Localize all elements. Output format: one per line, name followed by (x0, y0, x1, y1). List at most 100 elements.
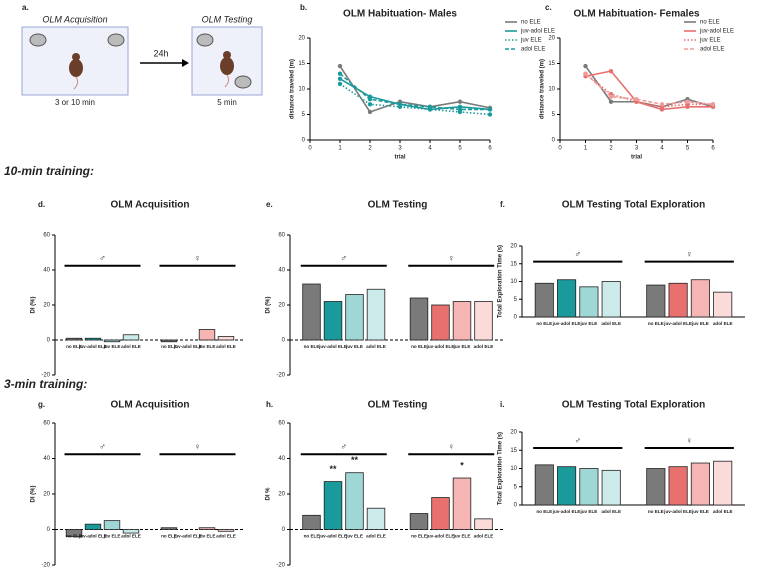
y-tick-label: 15 (298, 61, 305, 67)
x-tick-label: 4 (660, 146, 664, 152)
y-tick-label: -20 (41, 563, 50, 569)
object (29, 33, 47, 47)
bar (103, 339, 121, 343)
y-tick-label: 20 (278, 303, 285, 309)
chart-title: OLM Testing (368, 400, 428, 411)
bar (474, 301, 493, 341)
section-label: 10-min training: (4, 164, 94, 178)
x-tick-label: juv-adol ELE (78, 534, 107, 539)
group-label: ♂ (340, 253, 347, 263)
mouse (223, 51, 231, 59)
x-tick-label: no ELE (648, 509, 664, 514)
group-label: ♂ (99, 253, 106, 263)
y-tick-label: 20 (43, 303, 50, 309)
x-tick-label: juv ELE (103, 534, 121, 539)
duration: 5 min (217, 98, 237, 107)
x-tick-label: juv ELE (198, 534, 216, 539)
group-label: ♀ (194, 253, 201, 263)
y-tick-label: 5 (302, 112, 306, 118)
y-tick-label: 5 (514, 484, 518, 490)
x-axis-label: trial (631, 155, 642, 161)
bar (713, 291, 733, 318)
bar (713, 460, 733, 506)
y-tick-label: 20 (548, 36, 555, 42)
bar (690, 279, 710, 318)
point (337, 63, 343, 69)
x-tick-label: adol ELE (216, 344, 236, 349)
mouse-tail (224, 74, 230, 88)
x-tick-label: juv ELE (691, 509, 709, 514)
chart-title: OLM Habituation- Males (343, 9, 457, 20)
y-tick-label: 40 (278, 268, 285, 274)
bar (217, 336, 235, 341)
x-tick-label: adol ELE (601, 321, 621, 326)
y-axis-label: Total Exploration Time (s) (498, 432, 504, 505)
bar (409, 297, 429, 341)
x-tick-label: no ELE (536, 509, 552, 514)
group-label: ♂ (340, 442, 347, 452)
point (337, 76, 343, 82)
group-label: ♀ (194, 442, 201, 452)
x-tick-label: adol ELE (601, 509, 621, 514)
x-tick-label: 5 (686, 146, 690, 152)
chart-title: OLM Testing Total Exploration (562, 400, 706, 411)
bar (122, 529, 140, 534)
chart-title: OLM Acquisition (110, 400, 189, 411)
y-tick-label: 0 (47, 338, 51, 344)
bar (323, 301, 343, 341)
y-tick-label: 40 (43, 268, 50, 274)
x-tick-label: adol ELE (366, 344, 386, 349)
x-tick-label: adol ELE (121, 534, 141, 539)
group-label: ♂ (574, 249, 581, 259)
series-line (339, 65, 491, 113)
y-tick-label: 20 (510, 244, 517, 250)
bar (601, 281, 621, 318)
bar (198, 527, 216, 530)
bar (65, 337, 83, 341)
bar (345, 294, 364, 341)
y-axis-label: Total Exploration Time (s) (498, 245, 504, 318)
legend-label: adol ELE (521, 47, 545, 53)
x-tick-label: adol ELE (216, 534, 236, 539)
point (487, 112, 493, 117)
group-label: ♀ (686, 249, 693, 259)
bar (534, 282, 554, 318)
x-tick-label: 3 (398, 146, 402, 152)
x-tick-label: 5 (458, 146, 462, 152)
x-tick-label: juv ELE (103, 344, 121, 349)
bar (345, 472, 364, 530)
x-tick-label: no ELE (304, 344, 320, 349)
bar (431, 497, 450, 530)
x-tick-label: 0 (558, 146, 562, 152)
x-tick-label: no ELE (161, 344, 177, 349)
y-tick-label: -20 (276, 563, 285, 569)
mouse (69, 59, 83, 77)
x-tick-label: no ELE (411, 344, 427, 349)
legend-label: adol ELE (700, 47, 724, 53)
x-tick-label: 6 (711, 146, 715, 152)
panel-letter: h. (266, 400, 273, 409)
x-tick-label: juv ELE (345, 344, 363, 349)
point (367, 102, 373, 107)
bar (302, 514, 321, 530)
mouse (220, 57, 234, 75)
y-tick-label: 60 (43, 233, 50, 239)
x-tick-label: juv-adol ELE (663, 509, 692, 514)
y-tick-label: 60 (278, 233, 285, 239)
series-line (584, 65, 714, 108)
bar (84, 337, 102, 341)
bar (366, 288, 386, 341)
bar (579, 286, 599, 318)
x-tick-label: juv-adol ELE (426, 344, 455, 349)
point (367, 97, 373, 102)
x-tick-label: adol ELE (366, 534, 386, 539)
panel-letter: e. (266, 200, 273, 209)
chart-title: OLM Testing (368, 200, 428, 211)
significance: * (460, 460, 464, 470)
x-tick-label: juv ELE (198, 344, 216, 349)
section-label: 3-min training: (4, 377, 87, 391)
y-tick-label: 10 (298, 87, 305, 93)
x-tick-label: no ELE (66, 344, 82, 349)
